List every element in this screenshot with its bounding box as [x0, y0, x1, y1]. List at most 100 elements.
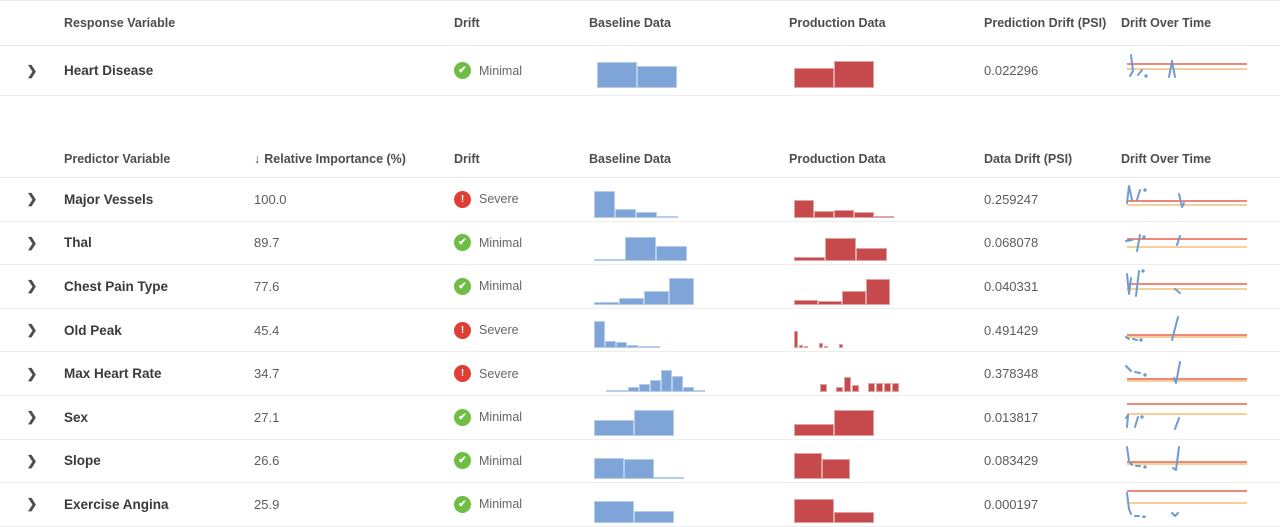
- column-header-relative-importance[interactable]: ↓ Relative Importance (%): [254, 152, 454, 166]
- drift-status-icon: ✔: [454, 408, 471, 426]
- drift-status-icon: ✔: [454, 452, 471, 470]
- baseline-histogram-bar: [650, 379, 661, 392]
- drift-status: ✔ Minimal: [454, 234, 589, 252]
- expand-cell: ❯: [0, 191, 64, 207]
- column-header-predictor-variable[interactable]: Predictor Variable: [64, 151, 171, 166]
- predictor-table-rows: ❯ Major Vessels 100.0 ! Severe 0.259247 …: [0, 178, 1280, 527]
- production-histogram: [789, 265, 984, 308]
- production-histogram-bar: [799, 345, 803, 349]
- drift-status-label: Minimal: [479, 63, 523, 78]
- baseline-histogram-bar: [624, 459, 654, 480]
- relative-importance-value: 100.0: [254, 191, 287, 207]
- column-header-drift-over-time: Drift Over Time: [1121, 16, 1212, 30]
- variable-name: Slope: [64, 453, 101, 469]
- sort-descending-icon[interactable]: ↓: [254, 151, 261, 166]
- expand-chevron-icon[interactable]: ❯: [26, 365, 38, 381]
- baseline-histogram: [589, 396, 789, 439]
- expand-cell: ❯: [0, 63, 64, 79]
- drift-over-time-sparkline: [1121, 312, 1280, 349]
- baseline-histogram: [589, 46, 789, 95]
- expand-chevron-icon[interactable]: ❯: [26, 452, 38, 468]
- table-row: ❯ Sex 27.1 ✔ Minimal 0.013817: [0, 396, 1280, 440]
- relative-importance-value: 26.6: [254, 453, 280, 469]
- expand-cell: ❯: [0, 496, 64, 512]
- baseline-histogram-bar: [594, 458, 624, 480]
- psi-value: 0.013817: [984, 409, 1039, 425]
- table-row: ❯ Thal 89.7 ✔ Minimal 0.068078: [0, 222, 1280, 266]
- drift-over-time-sparkline: [1121, 181, 1280, 218]
- predictor-table-header: Predictor Variable ↓ Relative Importance …: [0, 140, 1280, 178]
- expand-chevron-icon[interactable]: ❯: [26, 191, 38, 207]
- table-row: ❯ Old Peak 45.4 ! Severe 0.491429: [0, 309, 1280, 353]
- expand-cell: ❯: [0, 366, 64, 382]
- drift-over-time-sparkline: [1121, 442, 1280, 479]
- production-histogram-bar: [794, 257, 825, 262]
- baseline-histogram-bar: [594, 301, 619, 305]
- production-histogram-bar: [866, 278, 890, 305]
- production-histogram-bar: [839, 344, 843, 349]
- relative-importance-value: 25.9: [254, 496, 280, 512]
- relative-importance-value: 27.1: [254, 409, 280, 425]
- baseline-histogram-bar: [661, 369, 672, 392]
- expand-chevron-icon[interactable]: ❯: [26, 409, 38, 425]
- baseline-histogram-bar: [594, 259, 625, 262]
- production-histogram-bar: [794, 453, 822, 480]
- production-histogram-bar: [876, 382, 883, 392]
- expand-chevron-icon[interactable]: ❯: [26, 278, 38, 294]
- drift-over-time-sparkline: [1121, 224, 1280, 261]
- production-histogram: [789, 222, 984, 265]
- expand-chevron-icon[interactable]: ❯: [26, 62, 38, 78]
- sparkline-svg: [1127, 54, 1247, 78]
- drift-status-label: Minimal: [479, 497, 523, 512]
- psi-value: 0.378348: [984, 366, 1039, 382]
- psi-value: 0.022296: [984, 63, 1039, 78]
- production-histogram-bar: [794, 498, 834, 523]
- drift-status-icon: !: [454, 365, 471, 383]
- column-header-drift: Drift: [454, 151, 480, 166]
- production-histogram-bar: [834, 209, 854, 218]
- drift-status-label: Severe: [479, 366, 519, 381]
- table-row: ❯ Heart Disease ✔ Minimal 0.022296: [0, 46, 1280, 96]
- sparkline-svg: [1126, 269, 1247, 297]
- sparkline-svg: [1126, 490, 1247, 519]
- baseline-histogram: [589, 265, 789, 308]
- drift-over-time-sparkline: [1121, 355, 1280, 392]
- baseline-histogram-bar: [649, 346, 660, 349]
- variable-name: Max Heart Rate: [64, 366, 162, 382]
- expand-chevron-icon[interactable]: ❯: [26, 322, 38, 338]
- production-histogram-bar: [794, 299, 818, 305]
- production-histogram: [789, 396, 984, 439]
- baseline-histogram-bar: [644, 290, 669, 305]
- column-header-response-variable: Response Variable: [64, 16, 176, 30]
- psi-value: 0.040331: [984, 278, 1039, 294]
- relative-importance-value: 77.6: [254, 278, 280, 294]
- expand-chevron-icon[interactable]: ❯: [26, 496, 38, 512]
- baseline-histogram: [589, 309, 789, 352]
- baseline-histogram-bar: [672, 375, 683, 392]
- production-histogram-bar: [892, 382, 899, 392]
- column-header-production-data: Production Data: [789, 16, 886, 30]
- baseline-histogram-bar: [683, 386, 694, 392]
- production-histogram: [789, 178, 984, 221]
- baseline-histogram-bar: [634, 409, 674, 436]
- production-histogram-bar: [842, 290, 866, 305]
- variable-name: Heart Disease: [64, 63, 154, 78]
- baseline-histogram-bar: [638, 346, 649, 349]
- drift-status: ✔ Minimal: [454, 495, 589, 513]
- drift-status: ✔ Minimal: [454, 62, 589, 79]
- response-table-rows: ❯ Heart Disease ✔ Minimal 0.022296: [0, 46, 1280, 96]
- table-row: ❯ Slope 26.6 ✔ Minimal 0.083429: [0, 440, 1280, 484]
- psi-value: 0.083429: [984, 453, 1039, 469]
- expand-chevron-icon[interactable]: ❯: [26, 234, 38, 250]
- psi-value: 0.000197: [984, 496, 1039, 512]
- baseline-histogram-bar: [625, 237, 656, 262]
- baseline-histogram-bar: [619, 297, 644, 305]
- baseline-histogram-bar: [605, 341, 616, 349]
- column-header-production-data: Production Data: [789, 151, 886, 166]
- baseline-histogram-bar: [656, 246, 687, 262]
- column-header-drift-over-time: Drift Over Time: [1121, 151, 1212, 166]
- table-row: ❯ Major Vessels 100.0 ! Severe 0.259247: [0, 178, 1280, 222]
- variable-name: Sex: [64, 409, 89, 425]
- variable-name: Major Vessels: [64, 191, 154, 207]
- baseline-histogram-bar: [657, 215, 678, 218]
